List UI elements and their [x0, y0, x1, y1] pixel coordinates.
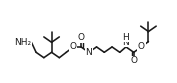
- Text: O: O: [78, 33, 85, 42]
- Text: N: N: [85, 48, 92, 57]
- Text: N: N: [123, 38, 129, 47]
- Text: O: O: [70, 42, 77, 51]
- Text: O: O: [130, 56, 137, 65]
- Text: NH₂: NH₂: [14, 38, 32, 47]
- Text: O: O: [138, 42, 145, 51]
- Text: H: H: [123, 33, 129, 42]
